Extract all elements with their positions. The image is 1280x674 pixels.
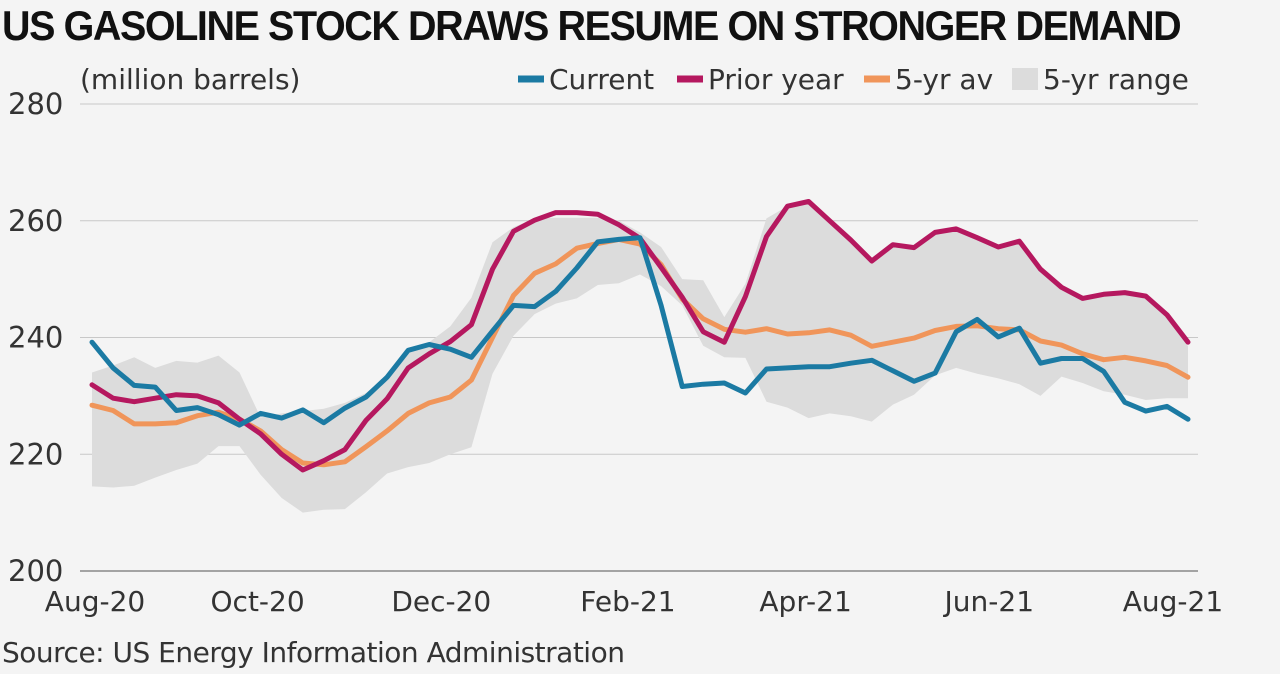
- legend-label: 5-yr range: [1043, 63, 1189, 96]
- chart-title: US GASOLINE STOCK DRAWS RESUME ON STRONG…: [2, 2, 1182, 49]
- x-tick-label: Aug-21: [1123, 585, 1223, 618]
- series-band-5yr-range: [92, 201, 1188, 513]
- legend-swatch: [1012, 68, 1038, 90]
- legend-label: Current: [549, 63, 654, 96]
- y-axis-ticks: 200 220 240 260 280: [8, 87, 63, 588]
- y-tick-label: 220: [8, 437, 63, 471]
- x-axis-ticks: Aug-20 Oct-20 Dec-20 Feb-21 Apr-21 Jun-21 Aug-…: [45, 585, 1223, 618]
- five-year-range-band: [92, 201, 1188, 513]
- y-tick-label: 200: [8, 554, 63, 588]
- legend-item-prior-year: Prior year: [677, 63, 844, 96]
- x-tick-label: Oct-20: [211, 585, 305, 618]
- legend-label: 5-yr av: [895, 63, 993, 96]
- legend-item-5-yr-range: 5-yr range: [1012, 63, 1189, 96]
- x-tick-label: Feb-21: [580, 585, 675, 618]
- y-unit-label: (million barrels): [80, 63, 300, 96]
- series-lines: [89, 199, 1191, 473]
- legend-item-5-yr-av: 5-yr av: [864, 63, 993, 96]
- y-tick-label: 260: [8, 204, 63, 238]
- legend-item-current: Current: [518, 63, 654, 96]
- legend-label: Prior year: [708, 63, 844, 96]
- legend: Current Prior year 5-yr av 5-yr range: [518, 63, 1189, 96]
- x-tick-label: Jun-21: [943, 585, 1034, 618]
- y-tick-label: 240: [8, 321, 63, 355]
- x-tick-label: Dec-20: [391, 585, 491, 618]
- y-tick-label: 280: [8, 87, 63, 121]
- series-line-current: [89, 235, 1191, 428]
- source-note: Source: US Energy Information Administra…: [2, 636, 625, 669]
- x-tick-label: Apr-21: [759, 585, 851, 618]
- x-tick-label: Aug-20: [45, 585, 145, 618]
